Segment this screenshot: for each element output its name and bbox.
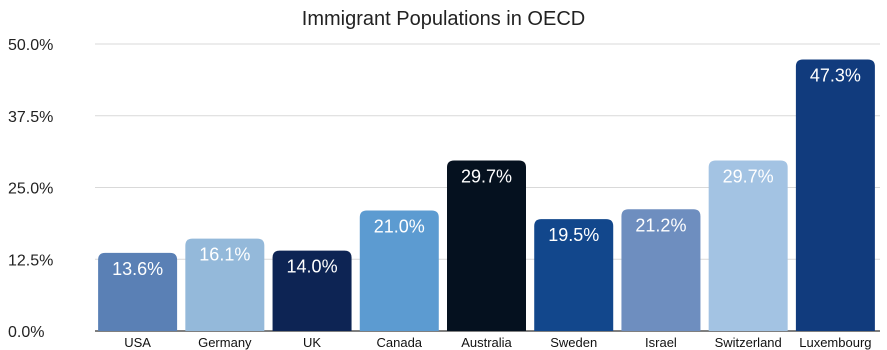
x-tick-label: Australia [461, 335, 512, 350]
data-label-switzerland: 29.7% [723, 167, 774, 187]
x-tick-label: Sweden [550, 335, 597, 350]
data-label-uk: 14.0% [287, 257, 338, 277]
y-axis-ticks: 0.0% 12.5% 25.0% 37.5% 50.0% [8, 37, 53, 341]
data-label-usa: 13.6% [112, 259, 163, 279]
bars [98, 59, 875, 332]
x-tick-label: USA [124, 335, 151, 350]
data-label-germany: 16.1% [199, 245, 250, 265]
y-tick-label: 25.0% [8, 181, 53, 198]
y-tick-label: 50.0% [8, 37, 53, 54]
y-tick-label: 12.5% [8, 252, 53, 269]
data-labels: 13.6% 16.1% 14.0% 21.0% 29.7% 19.5% 21.2% 29.7%… [112, 65, 861, 278]
bar-israel [621, 209, 701, 331]
x-tick-label: Switzerland [715, 335, 782, 350]
data-label-sweden: 19.5% [548, 225, 599, 245]
bar-usa [98, 252, 178, 331]
data-label-luxembourg: 47.3% [810, 65, 861, 85]
x-tick-label: Germany [198, 335, 252, 350]
bar-sweden [534, 219, 614, 331]
bar-canada [359, 210, 439, 331]
data-label-canada: 21.0% [374, 216, 425, 236]
x-tick-label: Canada [377, 335, 423, 350]
x-tick-label: Israel [645, 335, 677, 350]
x-tick-label: Luxembourg [799, 335, 871, 350]
data-label-israel: 21.2% [635, 215, 686, 235]
chart-title: Immigrant Populations in OECD [301, 8, 586, 30]
y-tick-label: 0.0% [8, 324, 44, 341]
bar-germany [185, 238, 265, 331]
bar-luxembourg [795, 59, 875, 332]
x-tick-label: UK [303, 335, 321, 350]
y-tick-label: 37.5% [8, 109, 53, 126]
bar-australia [447, 160, 526, 331]
data-label-australia: 29.7% [461, 167, 512, 187]
bar-switzerland [708, 160, 788, 331]
x-axis-ticks: USA Germany UK Canada Australia Sweden Israel S… [124, 335, 871, 350]
bar-uk [272, 250, 352, 331]
